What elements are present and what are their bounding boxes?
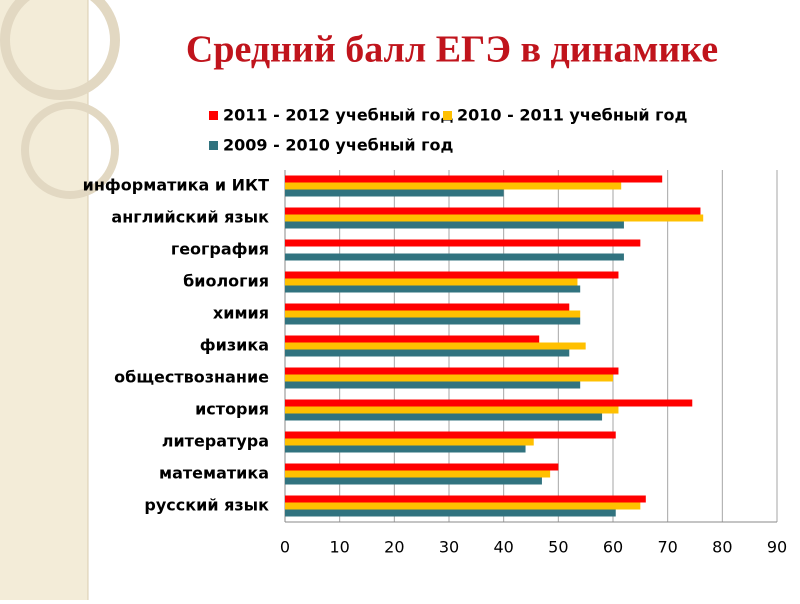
bar [285, 278, 578, 286]
bar [285, 381, 581, 389]
legend-swatch [209, 141, 218, 150]
bar [285, 438, 534, 446]
x-tick-label: 10 [329, 538, 349, 557]
bar [285, 509, 616, 517]
x-tick-label: 60 [603, 538, 623, 557]
bar [285, 399, 693, 407]
bar [285, 470, 551, 478]
x-tick-label: 90 [767, 538, 787, 557]
x-tick-label: 0 [280, 538, 290, 557]
bar [285, 445, 526, 453]
y-tick-label: химия [213, 304, 269, 323]
y-tick-label: история [195, 400, 269, 419]
bar [285, 253, 624, 261]
x-tick-label: 30 [439, 538, 459, 557]
bar [285, 463, 559, 471]
bar [285, 367, 619, 375]
bar [285, 310, 581, 318]
bar [285, 214, 704, 222]
chart-title: Средний балл ЕГЭ в динамике [186, 29, 718, 71]
bar [285, 285, 581, 293]
y-tick-label: литература [162, 432, 269, 451]
side-strip [0, 0, 88, 600]
legend-label: 2011 - 2012 учебный год [223, 106, 454, 125]
bar [285, 182, 622, 190]
bar [285, 271, 619, 279]
y-tick-label: английский язык [111, 208, 269, 227]
bar [285, 374, 613, 382]
x-tick-label: 80 [712, 538, 732, 557]
decor-circle [21, 101, 119, 199]
y-tick-label: русский язык [144, 496, 269, 515]
bar [285, 477, 542, 485]
y-tick-label: биология [183, 272, 269, 291]
x-tick-label: 70 [657, 538, 677, 557]
bar [285, 207, 701, 215]
bar [285, 175, 663, 183]
bar [285, 406, 619, 414]
bar [285, 189, 504, 197]
bar [285, 239, 641, 247]
legend-swatch [209, 111, 218, 120]
x-tick-label: 20 [384, 538, 404, 557]
y-tick-label: обществознание [114, 368, 269, 387]
y-tick-label: география [171, 240, 269, 259]
legend-label: 2009 - 2010 учебный год [223, 136, 454, 155]
bar [285, 221, 624, 229]
bar [285, 495, 646, 503]
bar [285, 342, 586, 350]
bar [285, 335, 540, 343]
bar [285, 317, 581, 325]
x-tick-label: 40 [493, 538, 513, 557]
decor-circle [0, 0, 120, 100]
legend-label: 2010 - 2011 учебный год [457, 106, 688, 125]
bar [285, 502, 641, 510]
legend-swatch [443, 111, 452, 120]
bar [285, 431, 616, 439]
x-tick-label: 50 [548, 538, 568, 557]
bar [285, 303, 570, 311]
y-tick-label: математика [159, 464, 269, 483]
y-tick-label: физика [200, 336, 269, 355]
bar [285, 413, 603, 421]
y-tick-label: информатика и ИКТ [83, 176, 269, 195]
bar [285, 349, 570, 357]
